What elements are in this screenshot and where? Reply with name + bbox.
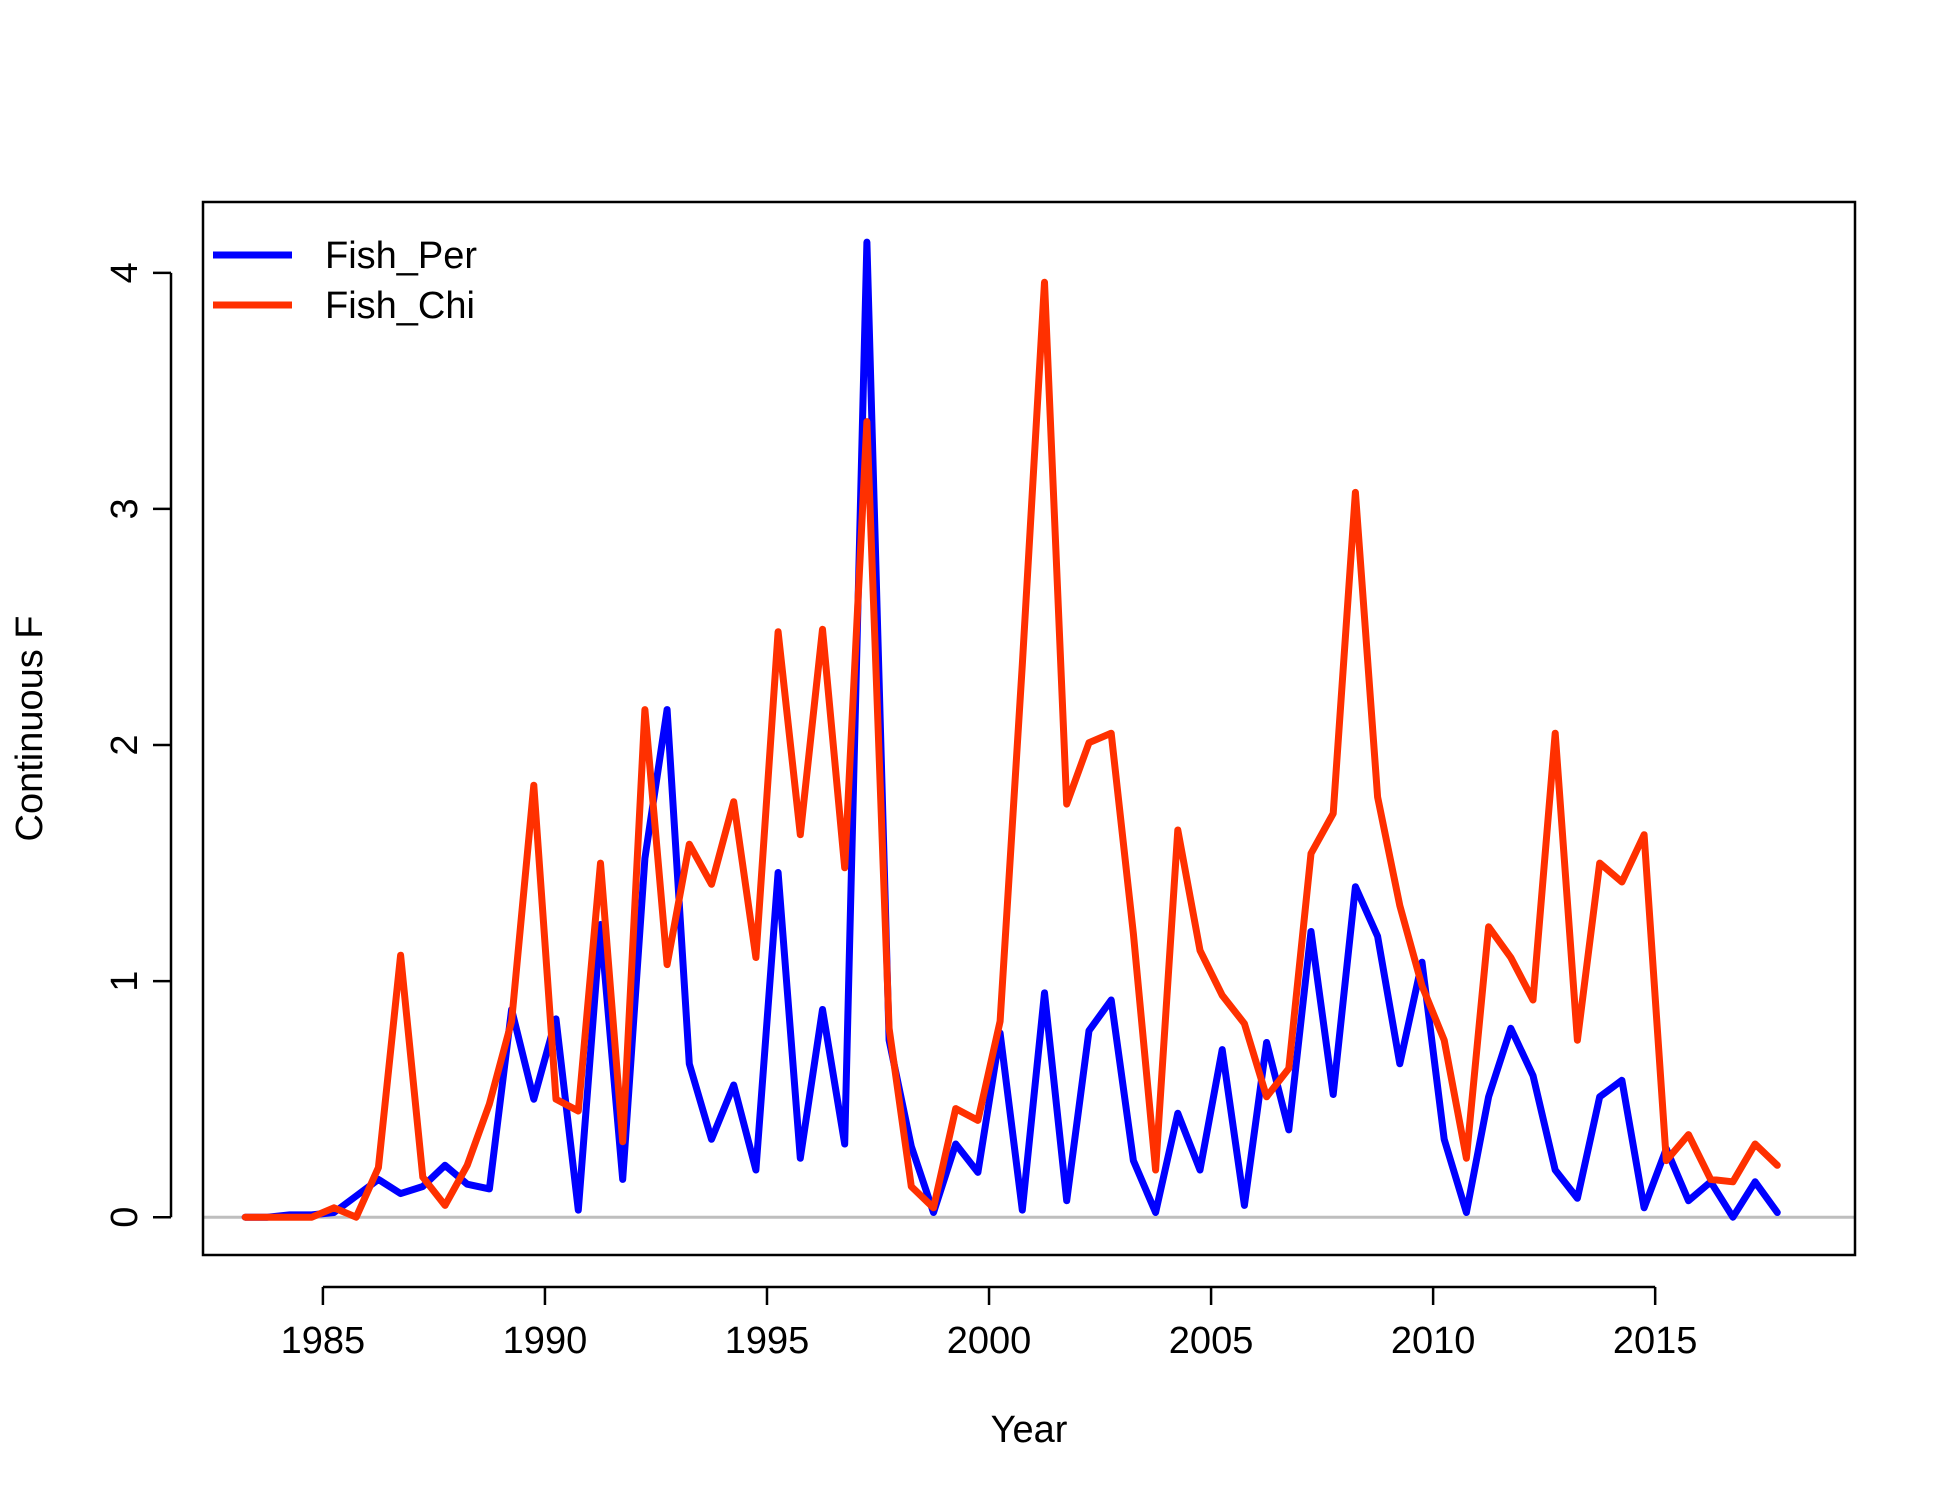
legend-label: Fish_Per bbox=[325, 235, 477, 277]
series-line-fish-chi bbox=[241, 278, 1781, 1221]
x-tick-label: 1985 bbox=[281, 1320, 366, 1362]
legend: Fish_Per Fish_Chi bbox=[213, 235, 477, 327]
legend-label: Fish_Chi bbox=[325, 285, 475, 327]
x-tick-label: 2015 bbox=[1613, 1320, 1698, 1362]
x-tick-label: 2010 bbox=[1391, 1320, 1476, 1362]
series-layer bbox=[241, 238, 1781, 1221]
y-axis: 0 1 2 3 4 bbox=[104, 262, 173, 1228]
y-tick-label: 2 bbox=[104, 734, 146, 755]
x-tick-label: 2000 bbox=[947, 1320, 1032, 1362]
x-tick-label: 1995 bbox=[725, 1320, 810, 1362]
x-tick-label: 2005 bbox=[1169, 1320, 1254, 1362]
y-axis-label: Continuous F bbox=[9, 615, 51, 841]
y-tick-label: 1 bbox=[104, 971, 146, 992]
x-axis: 1985 1990 1995 2000 2005 2010 2015 bbox=[281, 1285, 1698, 1362]
y-tick-label: 4 bbox=[104, 262, 146, 283]
plot-frame bbox=[201, 200, 1857, 1257]
x-tick-label: 1990 bbox=[503, 1320, 588, 1362]
x-axis-label: Year bbox=[991, 1409, 1068, 1451]
y-tick-label: 0 bbox=[104, 1207, 146, 1228]
series-line-fish-per bbox=[241, 238, 1781, 1221]
y-tick-label: 3 bbox=[104, 498, 146, 519]
